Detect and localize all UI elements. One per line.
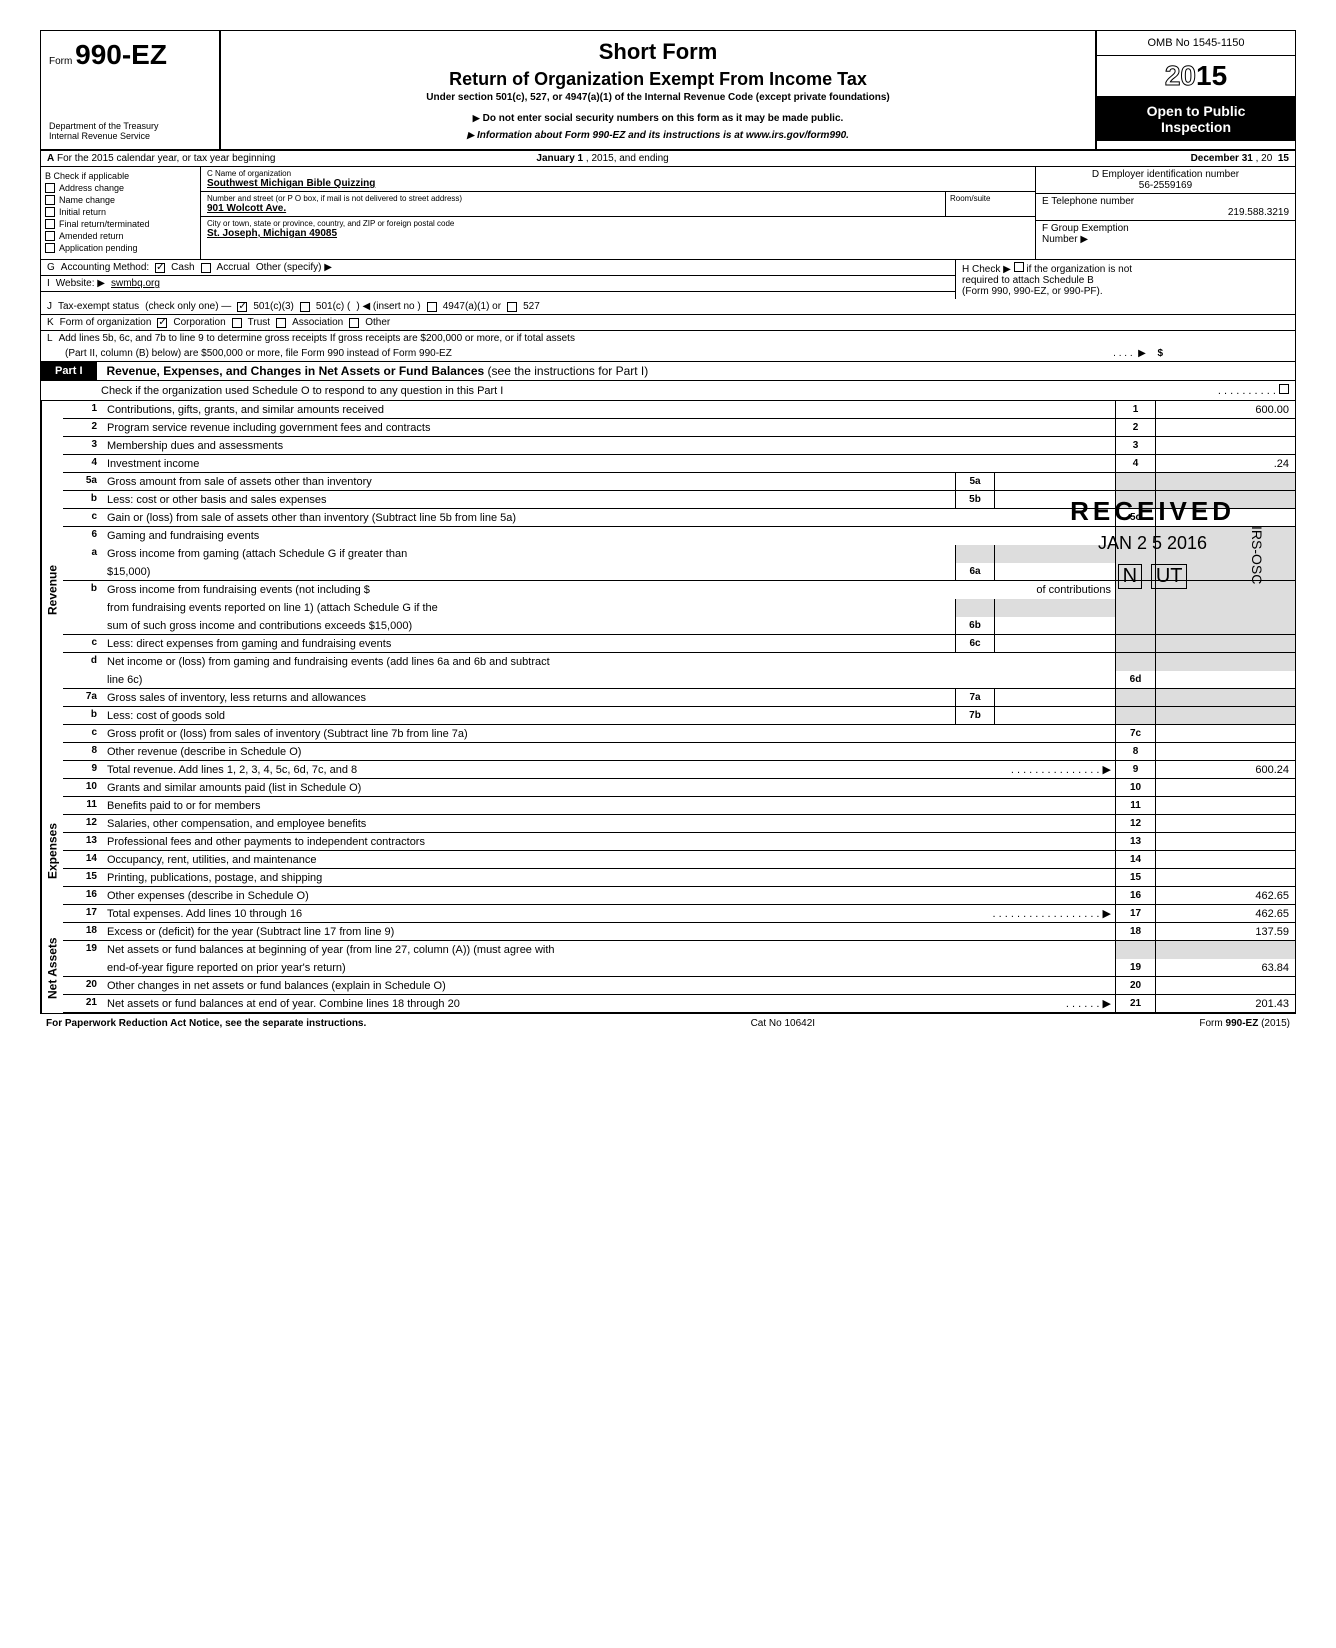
chk-trust[interactable] [232,318,242,328]
schedule-o-check: Check if the organization used Schedule … [41,381,1295,401]
form-number: 990-EZ [75,39,167,70]
section-bcdef: B Check if applicable Address change Nam… [41,167,1295,260]
chk-cash[interactable] [155,263,165,273]
ein: 56-2559169 [1042,180,1289,191]
chk-final[interactable]: Final return/terminated [45,219,196,229]
header: Form 990-EZ Department of the Treasury I… [41,31,1295,151]
chk-name[interactable]: Name change [45,195,196,205]
org-name: Southwest Michigan Bible Quizzing [207,178,1029,189]
netassets-label: Net Assets [41,923,63,1013]
line-j: J Tax-exempt status (check only one) — 5… [41,299,1295,315]
chk-assoc[interactable] [276,318,286,328]
chk-501c3[interactable] [237,302,247,312]
footer: For Paperwork Reduction Act Notice, see … [40,1014,1296,1033]
chk-initial[interactable]: Initial return [45,207,196,217]
omb-number: OMB No 1545-1150 [1097,31,1295,56]
line9-val: 600.24 [1155,761,1295,778]
phone: 219.588.3219 [1042,207,1289,218]
header-left: Form 990-EZ Department of the Treasury I… [41,31,221,149]
subtitle: Under section 501(c), 527, or 4947(a)(1)… [229,92,1087,103]
chk-4947[interactable] [427,302,437,312]
col-b-checks: B Check if applicable Address change Nam… [41,167,201,259]
expenses-label: Expenses [41,779,63,923]
chk-527[interactable] [507,302,517,312]
header-center: Short Form Return of Organization Exempt… [221,31,1095,149]
dept-treasury: Department of the Treasury Internal Reve… [49,121,211,141]
street: 901 Wolcott Ave. [207,203,939,214]
form-990ez: Form 990-EZ Department of the Treasury I… [40,30,1296,1014]
line1-val: 600.00 [1155,401,1295,418]
city: St. Joseph, Michigan 49085 [207,228,1029,239]
header-right: OMB No 1545-1150 2015 Open to Public Ins… [1095,31,1295,149]
chk-other-org[interactable] [349,318,359,328]
open-public: Open to Public Inspection [1097,97,1295,141]
received-stamp: RECEIVED JAN 2 5 2016 IRS-OSC N UT [1070,496,1235,589]
expenses-section: Expenses 10Grants and similar amounts pa… [41,779,1295,923]
chk-schedo[interactable] [1279,384,1289,394]
line4-val: .24 [1155,455,1295,472]
chk-corp[interactable] [157,318,167,328]
line-l1: L Add lines 5b, 6c, and 7b to line 9 to … [41,331,1295,346]
website: swmbq.org [111,278,160,289]
chk-address[interactable]: Address change [45,183,196,193]
net-assets-section: Net Assets 18Excess or (deficit) for the… [41,923,1295,1013]
form-prefix: Form [49,56,72,67]
revenue-section: Revenue 1Contributions, gifts, grants, a… [41,401,1295,779]
tax-year: 2015 [1097,56,1295,97]
return-title: Return of Organization Exempt From Incom… [229,69,1087,90]
col-c: C Name of organization Southwest Michiga… [201,167,1035,259]
line21-val: 201.43 [1155,995,1295,1012]
line18-val: 137.59 [1155,923,1295,940]
line16-val: 462.65 [1155,887,1295,904]
short-form-title: Short Form [229,39,1087,65]
chk-pending[interactable]: Application pending [45,243,196,253]
col-def: D Employer identification number 56-2559… [1035,167,1295,259]
revenue-label: Revenue [41,401,63,779]
line-k: K Form of organization Corporation Trust… [41,315,1295,331]
line17-val: 462.65 [1155,905,1295,922]
chk-501c[interactable] [300,302,310,312]
line-i: I Website: ▶ swmbq.org [41,276,955,292]
part-1-header: Part I Revenue, Expenses, and Changes in… [41,362,1295,381]
row-a: A For the 2015 calendar year, or tax yea… [41,151,1295,167]
line19-val: 63.84 [1155,959,1295,976]
line-h: H Check ▶ if the organization is not req… [955,260,1295,299]
ssn-notice: Do not enter social security numbers on … [229,113,1087,124]
room-suite: Room/suite [945,192,1035,216]
chk-sched-b[interactable] [1014,262,1024,272]
chk-accrual[interactable] [201,263,211,273]
line-l2: (Part II, column (B) below) are $500,000… [41,346,1295,362]
chk-amended[interactable]: Amended return [45,231,196,241]
line-g: G Accounting Method: Cash Accrual Other … [41,260,955,276]
info-link: Information about Form 990-EZ and its in… [229,130,1087,141]
